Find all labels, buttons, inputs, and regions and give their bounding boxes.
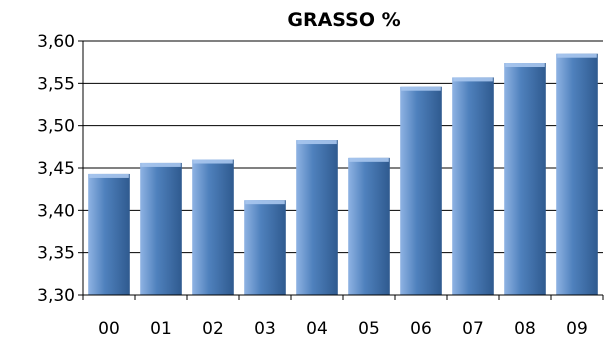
x-tick-labels: 00 01 02 03 04 05 06 07 08 09 bbox=[98, 319, 588, 339]
bar-top-highlight bbox=[401, 86, 441, 91]
x-tick-label: 07 bbox=[462, 319, 484, 339]
bars bbox=[88, 53, 598, 296]
y-tick-label: 3,35 bbox=[37, 244, 75, 264]
bar-top-highlight bbox=[297, 140, 337, 145]
bar-body bbox=[192, 159, 234, 295]
bar-body bbox=[88, 173, 130, 295]
bar bbox=[348, 157, 390, 295]
bar-top-highlight bbox=[193, 159, 233, 164]
bar-top-highlight bbox=[245, 200, 285, 205]
bar bbox=[88, 173, 130, 295]
bar bbox=[140, 162, 182, 295]
bar-top-highlight bbox=[505, 63, 545, 68]
x-tick-label: 01 bbox=[150, 319, 172, 339]
axes bbox=[82, 41, 604, 300]
bar bbox=[192, 159, 234, 295]
bar-top-highlight bbox=[349, 157, 389, 162]
bar bbox=[296, 140, 338, 295]
x-tick-label: 03 bbox=[254, 319, 276, 339]
bar-body bbox=[348, 157, 390, 295]
y-tick-label: 3,45 bbox=[37, 159, 75, 179]
bar bbox=[400, 86, 442, 295]
bar-body bbox=[556, 53, 598, 296]
bar bbox=[452, 77, 494, 295]
chart-title: GRASSO % bbox=[287, 9, 400, 31]
bar bbox=[244, 200, 286, 295]
x-tick-label: 09 bbox=[566, 319, 588, 339]
x-tick-label: 08 bbox=[514, 319, 536, 339]
x-tick-label: 06 bbox=[410, 319, 432, 339]
bar-body bbox=[504, 63, 546, 295]
y-tick-label: 3,55 bbox=[37, 74, 75, 94]
y-tick-label: 3,30 bbox=[37, 286, 75, 306]
bar-body bbox=[296, 140, 338, 295]
x-tick-label: 04 bbox=[306, 319, 328, 339]
y-tick-label: 3,60 bbox=[37, 32, 75, 52]
x-tick-label: 00 bbox=[98, 319, 120, 339]
bar-top-highlight bbox=[89, 173, 129, 178]
y-tick-label: 3,50 bbox=[37, 117, 75, 137]
x-tick-label: 05 bbox=[358, 319, 380, 339]
bar-top-highlight bbox=[141, 162, 181, 167]
bar-body bbox=[400, 86, 442, 295]
bar bbox=[556, 53, 598, 296]
bar-body bbox=[244, 200, 286, 295]
x-tick-label: 02 bbox=[202, 319, 224, 339]
bar-top-highlight bbox=[557, 53, 597, 58]
bar-body bbox=[452, 77, 494, 295]
y-tick-label: 3,40 bbox=[37, 201, 75, 221]
bar bbox=[504, 63, 546, 295]
y-tick-labels: 3,30 3,35 3,40 3,45 3,50 3,55 3,60 bbox=[37, 32, 75, 306]
bar-body bbox=[140, 162, 182, 295]
bar-top-highlight bbox=[453, 77, 493, 82]
